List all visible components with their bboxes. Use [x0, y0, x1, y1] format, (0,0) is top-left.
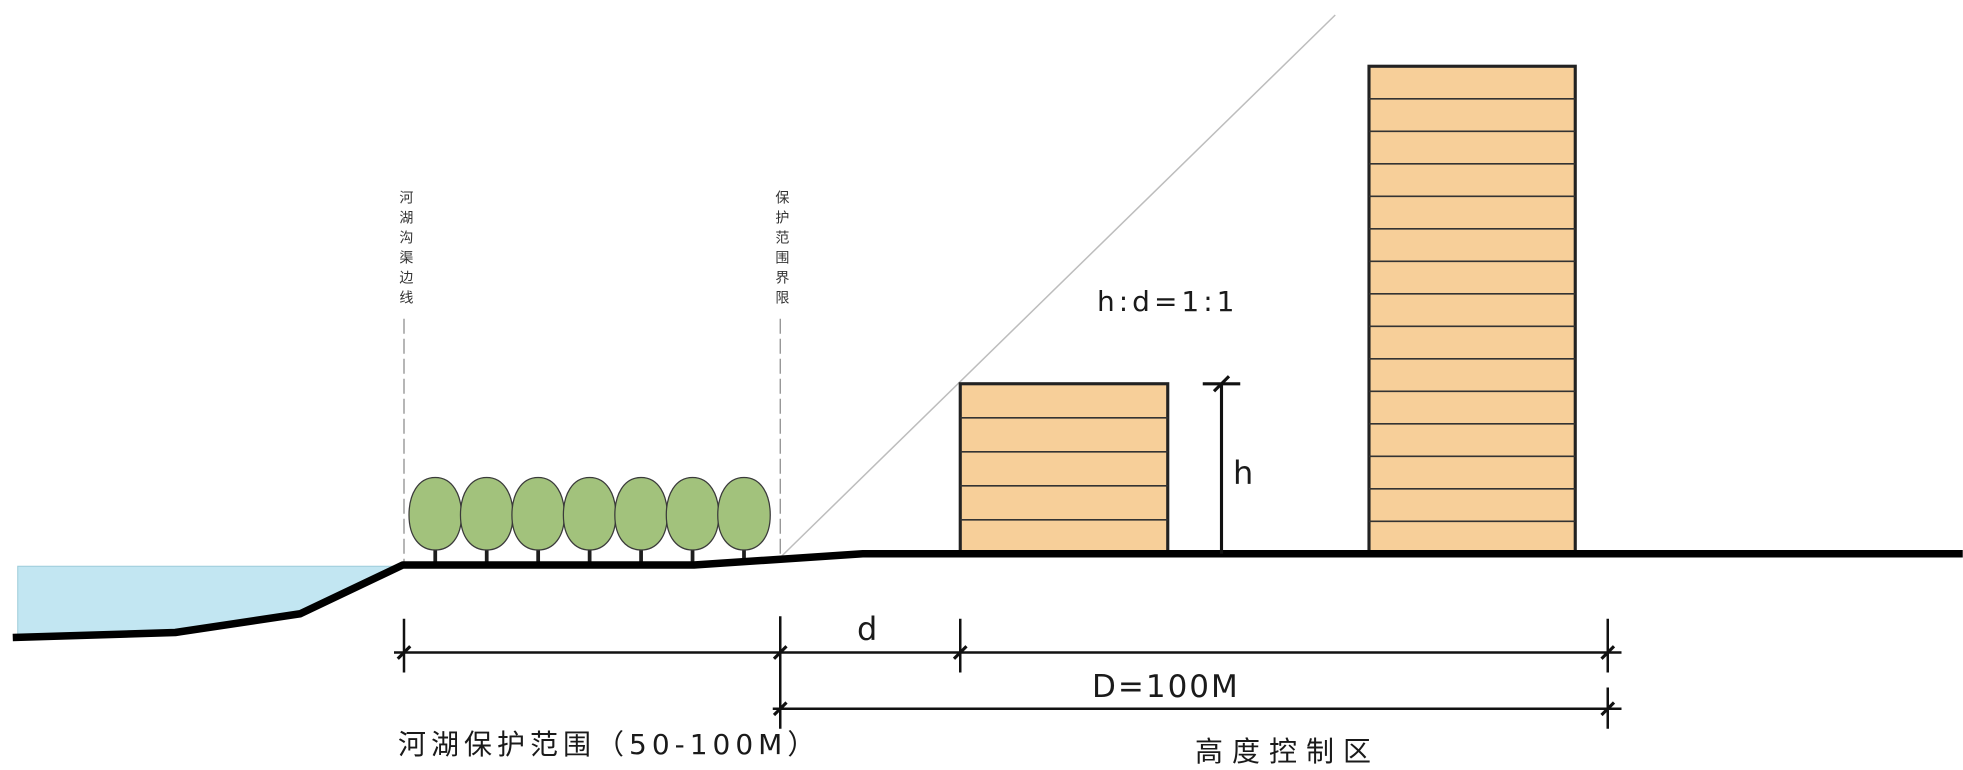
tree	[717, 476, 771, 564]
dimension-slash	[1600, 701, 1616, 717]
tree-canopy	[459, 476, 514, 551]
tree-canopy	[511, 476, 566, 551]
height-dimension	[1202, 375, 1241, 554]
low-building	[958, 382, 1170, 556]
tree	[614, 476, 668, 564]
tree	[562, 476, 617, 564]
dimension-line-upper	[394, 616, 1622, 729]
dimension-slash	[772, 701, 788, 717]
ground-line	[12, 550, 1963, 642]
dimension-slash	[396, 645, 412, 660]
protection-limit-label: 保护范围界限	[773, 190, 790, 310]
river-edge-label: 河湖沟渠边线	[397, 190, 414, 310]
tree-row	[408, 476, 771, 564]
protection-zone-label: 河湖保护范围（50-100M）	[398, 728, 821, 761]
tree-canopy	[614, 476, 668, 551]
tree	[459, 476, 514, 564]
dimension-slash	[952, 645, 968, 660]
tree-canopy	[717, 476, 771, 551]
height-ratio-sight-line	[779, 14, 1336, 559]
height-distance-ratio-label: h:d=1:1	[1097, 285, 1239, 318]
tree	[665, 476, 720, 564]
high-building-floor-lines	[1369, 97, 1576, 523]
tree-canopy	[665, 476, 720, 551]
tree	[408, 476, 463, 564]
dimension-slash	[772, 645, 788, 660]
high-building	[1367, 64, 1577, 556]
dimension-slash	[1600, 645, 1616, 660]
high-building-body	[1367, 64, 1577, 556]
low-building-floor-lines	[960, 416, 1168, 521]
tree-canopy	[562, 476, 617, 551]
height-dimension-slash	[1212, 375, 1231, 393]
height-label: h	[1233, 454, 1254, 492]
control-distance-label: D=100M	[1092, 669, 1240, 705]
tree	[511, 476, 566, 564]
tree-canopy	[408, 476, 463, 551]
dimension-line-lower	[772, 687, 1622, 729]
distance-label: d	[857, 610, 878, 648]
height-control-zone-label: 高度控制区	[1195, 735, 1381, 768]
low-building-body	[958, 382, 1170, 556]
